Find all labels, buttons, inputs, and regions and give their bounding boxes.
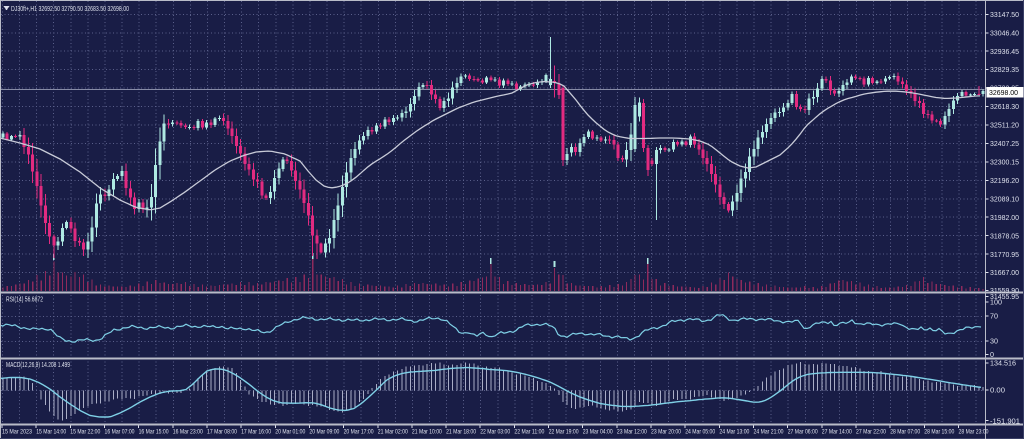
svg-text:22 Mar 03:00: 22 Mar 03:00: [480, 429, 510, 436]
svg-text:22 Mar 19:00: 22 Mar 19:00: [549, 429, 579, 436]
svg-text:134.516: 134.516: [990, 361, 1016, 368]
svg-text:100: 100: [990, 300, 1002, 307]
svg-text:31667.00: 31667.00: [990, 270, 1019, 277]
svg-text:16 Mar 07:00: 16 Mar 07:00: [105, 429, 135, 436]
svg-text:28 Mar 23:00: 28 Mar 23:00: [959, 429, 989, 436]
svg-text:21 Mar 18:00: 21 Mar 18:00: [446, 429, 476, 436]
svg-text:32300.15: 32300.15: [990, 160, 1019, 167]
svg-text:28 Mar 15:00: 28 Mar 15:00: [924, 429, 954, 436]
svg-text:24 Mar 21:00: 24 Mar 21:00: [754, 429, 784, 436]
svg-text:21 Mar 10:00: 21 Mar 10:00: [412, 429, 442, 436]
svg-text:32936.45: 32936.45: [990, 49, 1019, 56]
svg-text:30: 30: [990, 339, 998, 346]
svg-text:27 Mar 14:00: 27 Mar 14:00: [822, 429, 852, 436]
svg-text:20 Mar 17:00: 20 Mar 17:00: [344, 429, 374, 436]
svg-text:33046.40: 33046.40: [990, 30, 1019, 37]
svg-text:23 Mar 20:00: 23 Mar 20:00: [651, 429, 681, 436]
svg-text:31878.05: 31878.05: [990, 233, 1019, 240]
svg-text:15 Mar 14:00: 15 Mar 14:00: [36, 429, 66, 436]
svg-text:31770.95: 31770.95: [990, 252, 1019, 259]
svg-text:21 Mar 02:00: 21 Mar 02:00: [378, 429, 408, 436]
svg-text:DJ30ft+,H1 32692.50 32790.50: DJ30ft+,H1 32692.50 32790.50 32683.50 32…: [11, 4, 129, 13]
svg-text:28 Mar 07:00: 28 Mar 07:00: [890, 429, 920, 436]
svg-text:16 Mar 23:00: 16 Mar 23:00: [173, 429, 203, 436]
svg-text:RSI(14) 56.6872: RSI(14) 56.6872: [6, 297, 43, 304]
svg-text:31455.95: 31455.95: [990, 294, 1019, 301]
svg-text:32829.35: 32829.35: [990, 67, 1019, 74]
svg-text:33147.50: 33147.50: [990, 12, 1019, 19]
svg-text:32698.00: 32698.00: [989, 90, 1018, 97]
svg-text:24 Mar 13:00: 24 Mar 13:00: [719, 429, 749, 436]
svg-text:15 Mar 2023: 15 Mar 2023: [2, 429, 32, 436]
svg-text:20 Mar 09:00: 20 Mar 09:00: [309, 429, 339, 436]
svg-text:27 Mar 06:00: 27 Mar 06:00: [788, 429, 818, 436]
svg-text:0.00: 0.00: [990, 388, 1005, 395]
svg-text:15 Mar 22:00: 15 Mar 22:00: [70, 429, 100, 436]
svg-text:16 Mar 15:00: 16 Mar 15:00: [139, 429, 169, 436]
svg-text:70: 70: [990, 313, 998, 320]
svg-text:-151.901: -151.901: [990, 418, 1020, 425]
svg-text:23 Mar 12:00: 23 Mar 12:00: [617, 429, 647, 436]
svg-text:32618.30: 32618.30: [990, 104, 1019, 111]
svg-text:23 Mar 04:00: 23 Mar 04:00: [583, 429, 613, 436]
svg-text:27 Mar 22:00: 27 Mar 22:00: [856, 429, 886, 436]
svg-text:17 Mar 08:00: 17 Mar 08:00: [207, 429, 237, 436]
svg-text:22 Mar 11:00: 22 Mar 11:00: [514, 429, 544, 436]
svg-text:32089.10: 32089.10: [990, 196, 1019, 203]
svg-text:17 Mar 16:00: 17 Mar 16:00: [241, 429, 271, 436]
svg-text:31559.90: 31559.90: [990, 288, 1019, 295]
svg-text:31982.00: 31982.00: [990, 215, 1019, 222]
svg-text:0: 0: [990, 352, 994, 359]
svg-text:24 Mar 05:00: 24 Mar 05:00: [685, 429, 715, 436]
svg-text:MACD(12,26,9) 14.208 1.499: MACD(12,26,9) 14.208 1.499: [6, 362, 70, 369]
svg-text:32196.20: 32196.20: [990, 178, 1019, 185]
svg-text:32511.20: 32511.20: [990, 123, 1019, 130]
svg-text:20 Mar 01:00: 20 Mar 01:00: [275, 429, 305, 436]
svg-text:32407.25: 32407.25: [990, 141, 1019, 148]
